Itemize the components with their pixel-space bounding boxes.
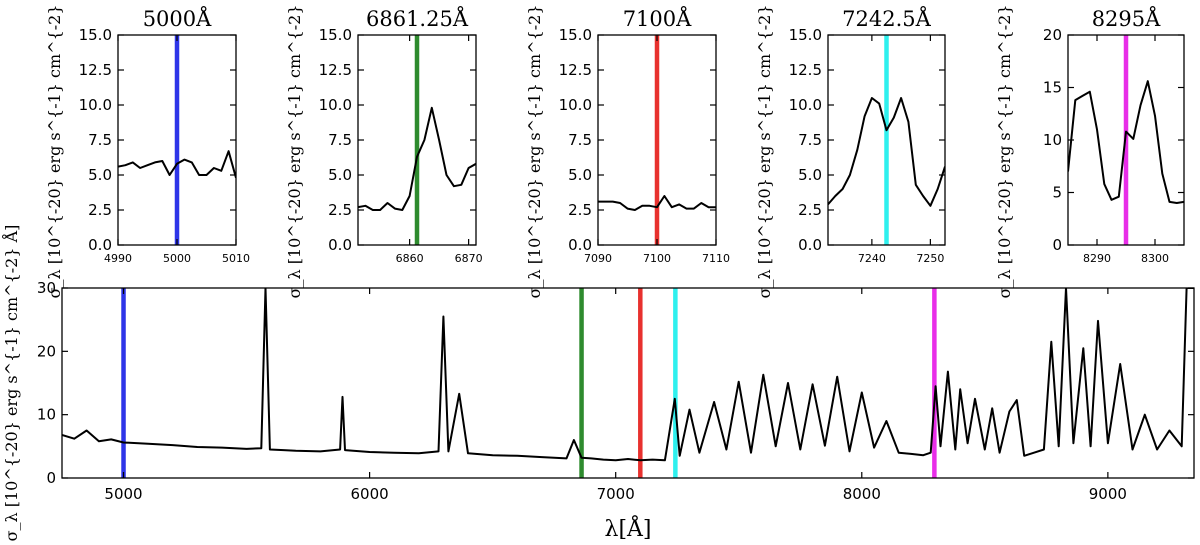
y-tick-label: 5.0	[798, 166, 822, 184]
x-tick-label: 7000	[597, 485, 635, 503]
zoom-panel-3: 0.0 2.5 5.0 7.5 10.0 12.5 15.0 7090 7100 7110 7100…	[524, 0, 730, 298]
x-tick-label: 8000	[843, 485, 881, 503]
y-tick-label: 2.5	[328, 201, 352, 219]
zoom-panel-5: 0 5 10 15 20 8290 8300 8295Å σ_λ [10^{-20} erg s…	[994, 0, 1185, 298]
x-tick-label: 7240	[858, 252, 886, 265]
y-tick-label: 5.0	[568, 166, 592, 184]
x-tick-label: 8290	[1083, 252, 1111, 265]
x-tick-label: 7250	[916, 252, 944, 265]
y-tick-label: 5.0	[88, 166, 112, 184]
full-spectrum-panel: 0 10 20 30 5000 6000 7000 8000 9000 σ_λ [10^{-20}…	[1, 225, 1195, 542]
y-axis-label: σ_λ [10^{-20} erg s^{-1} cm^{-2} Å]	[44, 0, 64, 298]
y-axis-label: σ_λ [10^{-20} erg s^{-1} cm^{-2} Å]	[284, 0, 304, 298]
x-tick-label: 6860	[396, 252, 424, 265]
y-tick-label: 20	[37, 342, 56, 360]
panel-title: 7242.5Å	[842, 6, 931, 31]
panel-title: 7100Å	[623, 6, 692, 31]
y-tick-label: 10.0	[559, 96, 592, 114]
y-tick-label: 2.5	[568, 201, 592, 219]
spectrum-line	[358, 106, 476, 211]
y-tick-label: 10	[1043, 131, 1062, 149]
y-axis-label: σ_λ [10^{-20} erg s^{-1} cm^{-2} Å]	[754, 0, 774, 298]
x-tick-label: 5010	[222, 252, 250, 265]
y-axis-label: σ_λ [10^{-20} erg s^{-1} cm^{-2} Å]	[524, 0, 544, 298]
y-tick-label: 2.5	[88, 201, 112, 219]
x-axis-label: λ[Å]	[605, 514, 652, 542]
y-axis-label: σ_λ [10^{-20} erg s^{-1} cm^{-2} Å]	[994, 0, 1014, 298]
x-tick-label: 8300	[1141, 252, 1169, 265]
y-tick-label: 12.5	[559, 61, 592, 79]
y-tick-label: 0.0	[568, 236, 592, 254]
x-tick-label: 5000	[104, 485, 142, 503]
y-tick-label: 2.5	[798, 201, 822, 219]
y-tick-label: 12.5	[319, 61, 352, 79]
y-tick-label: 0	[46, 469, 56, 487]
y-tick-label: 7.5	[798, 131, 822, 149]
y-tick-label: 20	[1043, 26, 1062, 44]
y-tick-label: 15.0	[319, 26, 352, 44]
panel-title: 5000Å	[143, 6, 212, 31]
y-tick-label: 12.5	[79, 61, 112, 79]
x-tick-label: 7090	[584, 252, 612, 265]
y-tick-label: 15.0	[79, 26, 112, 44]
y-tick-label: 5	[1052, 184, 1062, 202]
y-tick-label: 10	[37, 406, 56, 424]
y-tick-label: 7.5	[88, 131, 112, 149]
x-tick-label: 9000	[1089, 485, 1127, 503]
y-tick-label: 0.0	[328, 236, 352, 254]
y-tick-label: 10.0	[79, 96, 112, 114]
y-tick-label: 5.0	[328, 166, 352, 184]
x-tick-label: 6000	[351, 485, 389, 503]
y-tick-label: 0.0	[798, 236, 822, 254]
y-tick-label: 30	[37, 279, 56, 297]
spectrum-line	[118, 150, 236, 179]
spectrum-line	[62, 288, 1194, 462]
x-tick-label: 6870	[455, 252, 483, 265]
spectrum-line	[1068, 80, 1184, 204]
y-tick-label: 10.0	[319, 96, 352, 114]
y-tick-label: 12.5	[789, 61, 822, 79]
panel-title: 6861.25Å	[366, 6, 469, 31]
y-tick-label: 15.0	[559, 26, 592, 44]
zoom-panel-2: 0.0 2.5 5.0 7.5 10.0 12.5 15.0 6860 6870 6861.25Å…	[284, 0, 483, 298]
zoom-panel-1: 0.0 2.5 5.0 7.5 10.0 12.5 15.0 4990 5000 5010 5000…	[44, 0, 250, 298]
spectrum-line	[598, 195, 716, 211]
y-tick-label: 15.0	[789, 26, 822, 44]
y-tick-label: 0	[1052, 236, 1062, 254]
y-axis-label: σ_λ [10^{-20} erg s^{-1} cm^{-2} Å]	[1, 225, 21, 542]
x-tick-label: 4990	[104, 252, 132, 265]
spectrum-line	[828, 97, 945, 207]
axes-frame	[61, 287, 1195, 479]
zoom-panel-4: 0.0 2.5 5.0 7.5 10.0 12.5 15.0 7240 7250 7242.5Å σ…	[754, 0, 946, 298]
y-tick-label: 0.0	[88, 236, 112, 254]
y-tick-label: 10.0	[789, 96, 822, 114]
x-tick-label: 5000	[163, 252, 191, 265]
y-tick-label: 7.5	[568, 131, 592, 149]
y-tick-label: 7.5	[328, 131, 352, 149]
y-tick-label: 15	[1043, 79, 1062, 97]
x-tick-label: 7110	[702, 252, 730, 265]
x-tick-label: 7100	[643, 252, 671, 265]
panel-title: 8295Å	[1092, 6, 1161, 31]
